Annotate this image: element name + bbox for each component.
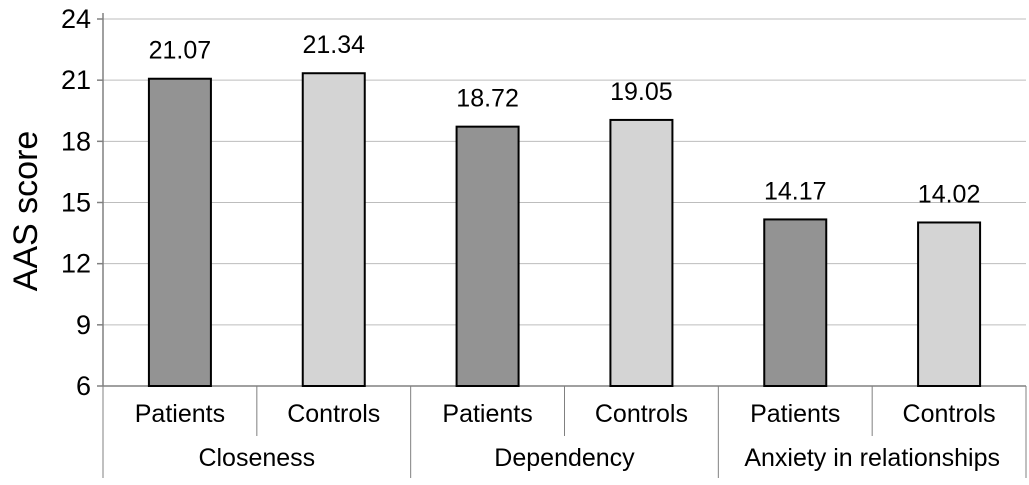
bar [763,218,828,387]
y-tick-label: 6 [76,371,91,401]
y-tick-label: 12 [61,249,91,279]
data-label: 18.72 [456,85,519,113]
data-label: 14.02 [918,180,981,208]
y-axis-title: AAS score [7,131,45,292]
x-category-label: Controls [595,400,688,428]
x-group-label: Dependency [494,444,635,472]
x-group-label: Anxiety in relationships [744,444,1000,472]
data-label: 14.17 [764,177,827,205]
bars [147,72,982,388]
x-category-label: Patients [442,400,532,428]
bar [609,118,674,388]
data-label: 21.34 [302,31,365,59]
y-tick-label: 9 [76,310,91,340]
x-category-label: Controls [287,400,380,428]
bar [455,125,520,388]
bar [917,221,982,387]
x-category-label: Patients [750,400,840,428]
axes [97,13,1027,478]
labels: 6 9 12 15 18 21 24 21.07 Patients 21.34 Controls 18… [61,4,1000,472]
y-tick-label: 21 [61,65,91,95]
y-tick-label: 24 [61,4,91,34]
x-category-label: Controls [903,400,996,428]
x-category-label: Patients [135,400,225,428]
y-tick-label: 18 [61,126,91,156]
gridlines [103,18,1026,326]
bar [301,72,366,388]
y-tick-label: 15 [61,188,91,218]
data-label: 21.07 [149,37,212,65]
data-label: 19.05 [610,78,673,106]
x-group-label: Closeness [198,444,315,472]
bar [147,77,212,387]
